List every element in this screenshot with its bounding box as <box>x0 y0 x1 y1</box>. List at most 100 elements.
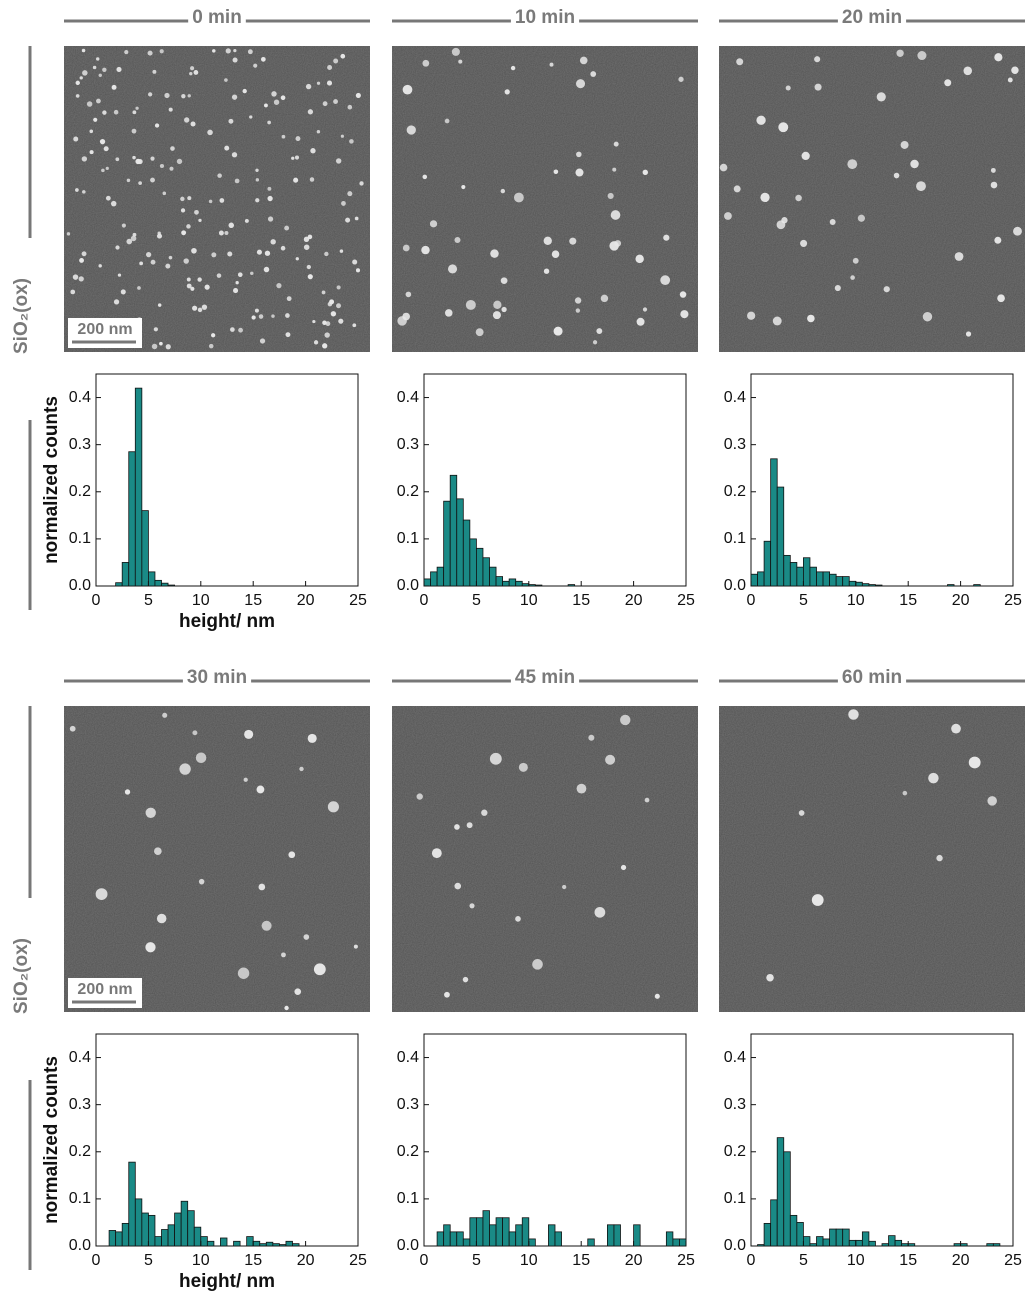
particle <box>857 214 866 222</box>
bar <box>502 580 510 587</box>
particle <box>333 58 339 64</box>
particle <box>230 327 235 332</box>
bar <box>292 1243 300 1247</box>
panel-title: 10 min <box>515 7 575 28</box>
bar <box>508 1231 517 1247</box>
x-tick-label: 0 <box>420 592 429 609</box>
x-tick-label: 25 <box>677 592 695 609</box>
y-tick-label: 0.3 <box>69 436 91 453</box>
particle <box>280 95 286 101</box>
bar <box>265 1241 274 1247</box>
particle <box>402 84 413 95</box>
particle <box>198 878 205 885</box>
micrograph <box>719 706 1025 1012</box>
particle <box>968 756 981 769</box>
bar <box>973 584 981 587</box>
bar <box>521 583 530 587</box>
particle <box>800 239 808 247</box>
bar <box>770 1199 778 1247</box>
particle <box>117 273 122 277</box>
particle <box>454 882 462 890</box>
bar <box>469 1217 477 1247</box>
particle <box>154 847 162 856</box>
bar <box>121 1222 130 1247</box>
particle <box>208 343 214 349</box>
bar <box>835 1228 844 1247</box>
particle <box>312 319 316 324</box>
x-tick-label: 10 <box>520 592 538 609</box>
bar <box>554 1231 562 1247</box>
particle <box>285 313 290 318</box>
particle <box>605 754 616 765</box>
particle <box>576 783 587 794</box>
particle <box>181 230 187 236</box>
particle <box>126 178 131 183</box>
particle <box>902 790 908 796</box>
particle <box>138 181 142 185</box>
bar <box>167 584 176 587</box>
particle <box>760 192 770 203</box>
particle <box>212 49 216 53</box>
particle <box>66 232 71 236</box>
particle <box>811 894 824 906</box>
particle <box>313 963 326 976</box>
x-tick-label: 25 <box>1004 592 1022 609</box>
plot-frame <box>750 373 1014 587</box>
particle <box>910 159 919 169</box>
bar <box>134 387 143 587</box>
particle <box>928 772 939 784</box>
particle <box>592 340 598 345</box>
particle <box>324 332 330 338</box>
particle <box>150 156 155 161</box>
particle <box>131 128 137 134</box>
x-tick-label: 25 <box>349 1252 367 1269</box>
particle <box>402 244 410 252</box>
particle <box>159 341 163 346</box>
particle <box>785 85 791 91</box>
bar <box>475 1217 484 1247</box>
particle <box>201 304 208 310</box>
particle <box>612 167 617 172</box>
bar <box>462 1238 471 1247</box>
particle <box>590 71 597 77</box>
particle <box>335 158 342 164</box>
particle <box>195 752 207 764</box>
particle <box>124 50 129 55</box>
particle <box>481 809 488 816</box>
particle <box>168 107 173 112</box>
y-tick-label: 0.0 <box>397 1237 419 1254</box>
particle <box>273 99 280 105</box>
particle <box>98 264 102 268</box>
particle <box>575 168 584 177</box>
bar <box>515 580 523 587</box>
bar <box>528 1238 536 1247</box>
particle <box>284 225 290 231</box>
particle <box>132 155 136 160</box>
y-tick-label: 0.2 <box>724 483 746 500</box>
y-tick-label: 0.1 <box>724 530 746 547</box>
particle <box>307 274 313 280</box>
particle <box>73 136 79 142</box>
bar <box>193 1226 202 1247</box>
x-tick-label: 25 <box>1004 1252 1022 1269</box>
particle <box>807 314 815 323</box>
bar <box>613 1224 621 1247</box>
bar <box>128 451 136 587</box>
particle <box>644 797 650 803</box>
particle <box>139 261 144 266</box>
particle <box>153 327 158 332</box>
bar <box>679 1238 687 1247</box>
bar <box>868 1240 876 1247</box>
particle <box>330 311 337 317</box>
y-tick-label: 0.0 <box>397 577 419 594</box>
x-tick-label: 15 <box>899 592 917 609</box>
particle <box>848 709 859 720</box>
bar <box>848 1239 857 1247</box>
particle <box>150 177 155 183</box>
particle <box>588 734 595 741</box>
x-tick-label: 5 <box>472 592 481 609</box>
particle <box>987 796 997 806</box>
sample-label: SiO₂(ox) <box>11 278 32 354</box>
particle <box>110 200 117 207</box>
particle <box>299 766 304 772</box>
